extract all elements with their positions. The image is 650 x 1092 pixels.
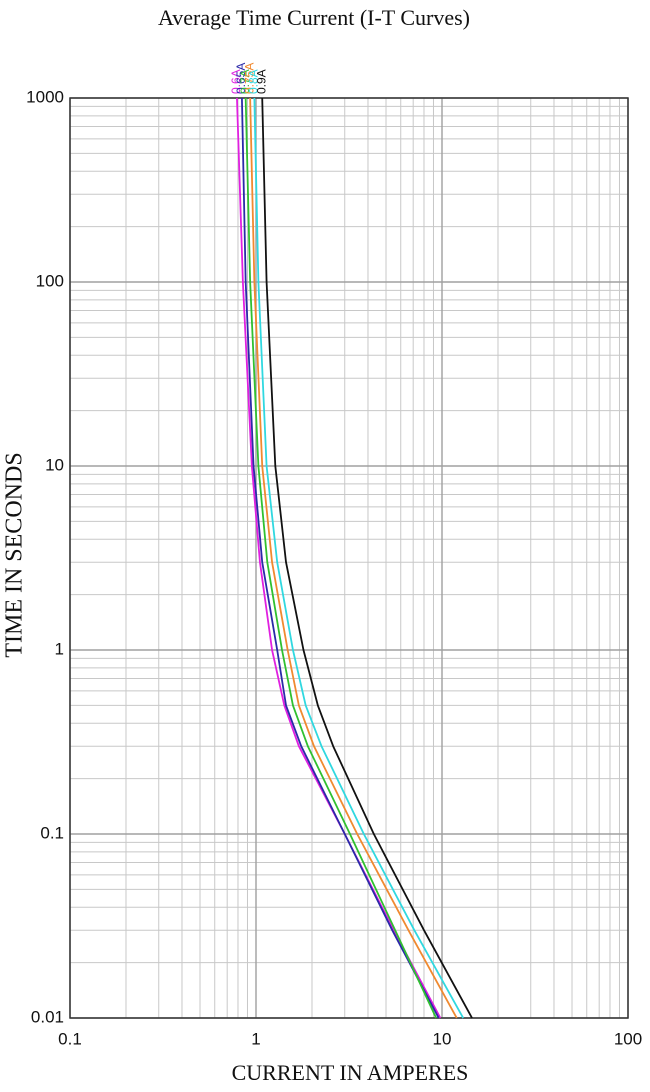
x-tick-label: 10: [433, 1029, 452, 1048]
chart-title: Average Time Current (I-T Curves): [158, 5, 470, 30]
curve: [241, 97, 440, 1019]
curve: [253, 97, 464, 1019]
legend-label: 0.9A: [254, 69, 268, 94]
plot-frame: [69, 97, 629, 1019]
legend-label: 0.8A: [247, 69, 261, 94]
y-tick-label: 1: [55, 639, 64, 658]
curve: [249, 97, 458, 1019]
legend-label: 0.65A: [234, 63, 248, 94]
y-tick-label: 0.01: [31, 1007, 64, 1026]
y-tick-label: 10: [45, 455, 64, 474]
y-tick-label: 0.1: [40, 823, 64, 842]
y-tick-label: 1000: [26, 87, 64, 106]
x-tick-label: 0.1: [58, 1029, 82, 1048]
legend-label: 0.6A: [229, 69, 243, 94]
x-axis-label: CURRENT IN AMPERES: [232, 1060, 469, 1085]
curve: [261, 97, 473, 1019]
curve: [244, 97, 437, 1019]
y-tick-label: 100: [36, 271, 64, 290]
legend-label: 0.7A: [238, 69, 252, 94]
x-tick-label: 1: [251, 1029, 260, 1048]
x-tick-label: 100: [614, 1029, 642, 1048]
legend-label: 0.75A: [242, 63, 256, 94]
y-axis-label: TIME IN SECONDS: [2, 452, 28, 657]
